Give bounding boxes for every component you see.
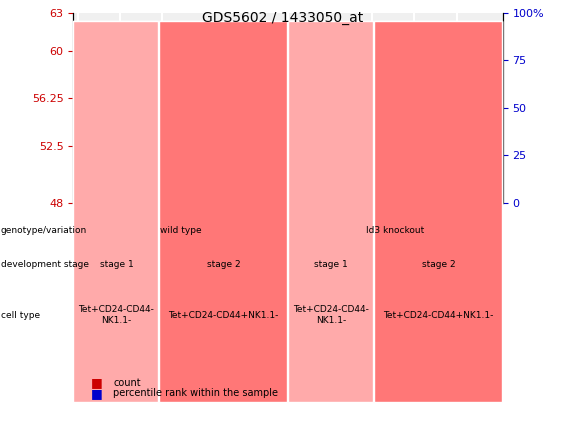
Text: development stage: development stage <box>1 260 89 269</box>
Text: cell type: cell type <box>1 310 40 320</box>
Bar <box>172 124 193 203</box>
Text: Tet+CD24-CD44+NK1.1-: Tet+CD24-CD44+NK1.1- <box>383 310 494 320</box>
Bar <box>467 49 488 203</box>
Text: wild type: wild type <box>160 226 202 235</box>
Text: percentile rank within the sample: percentile rank within the sample <box>113 388 278 398</box>
Bar <box>383 159 404 203</box>
Text: stage 1: stage 1 <box>99 260 133 269</box>
Text: stage 2: stage 2 <box>421 260 455 269</box>
Text: Tet+CD24-CD44-
NK1.1-: Tet+CD24-CD44- NK1.1- <box>293 305 369 325</box>
Text: genotype/variation: genotype/variation <box>1 226 87 235</box>
Text: stage 2: stage 2 <box>207 260 241 269</box>
Text: Id3 knockout: Id3 knockout <box>366 226 425 235</box>
Bar <box>257 155 277 203</box>
Text: ■: ■ <box>90 387 102 400</box>
Text: Tet+CD24-CD44-
NK1.1-: Tet+CD24-CD44- NK1.1- <box>79 305 154 325</box>
Bar <box>425 127 446 203</box>
Text: Tet+CD24-CD44+NK1.1-: Tet+CD24-CD44+NK1.1- <box>168 310 279 320</box>
Bar <box>88 146 109 203</box>
Text: stage 1: stage 1 <box>314 260 348 269</box>
Text: count: count <box>113 378 141 388</box>
Text: GDS5602 / 1433050_at: GDS5602 / 1433050_at <box>202 11 363 25</box>
Text: ■: ■ <box>90 376 102 389</box>
Bar <box>215 168 236 203</box>
Bar <box>341 142 362 203</box>
Bar <box>131 98 151 203</box>
Bar <box>299 70 320 203</box>
